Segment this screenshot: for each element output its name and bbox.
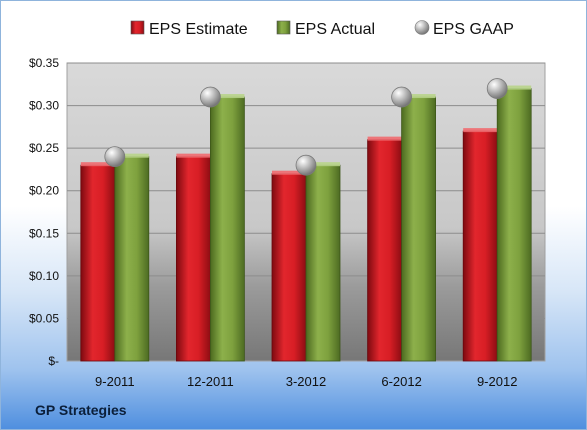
legend-label: EPS Actual: [295, 21, 375, 38]
bar-top-estimate: [272, 170, 306, 175]
bar-top-actual: [114, 153, 149, 158]
bar-top-estimate: [80, 162, 115, 167]
y-tick-label: $0.15: [29, 226, 59, 240]
bar-eps-estimate: [367, 139, 403, 362]
legend-marker: [414, 20, 430, 35]
legend-swatch: [130, 20, 145, 35]
legend-label: EPS Estimate: [149, 21, 248, 38]
company-label: GP Strategies: [35, 402, 127, 418]
y-tick-label: $0.35: [29, 56, 59, 70]
x-tick-label: 12-2011: [187, 374, 234, 389]
y-tick-label: $0.25: [29, 141, 59, 155]
marker-eps-gaap: [486, 78, 508, 99]
bar-top-actual: [306, 162, 340, 167]
y-tick-label: $0.05: [29, 311, 59, 325]
legend: EPS Estimate EPS Actual EPS GAAP: [130, 20, 514, 38]
bar-top-estimate: [176, 153, 211, 158]
legend-swatch: [276, 20, 291, 35]
bar-eps-actual: [209, 96, 245, 362]
x-tick-label: 3-2012: [286, 374, 326, 389]
bar-top-actual: [210, 94, 245, 99]
bar-top-actual: [401, 94, 436, 99]
bar-eps-estimate: [462, 130, 498, 362]
gaap-markers: [104, 78, 508, 176]
x-tick-label: 9-2012: [477, 374, 517, 389]
y-tick-label: $0.30: [29, 99, 59, 113]
bar-eps-estimate: [80, 164, 116, 362]
x-tick-label: 9-2011: [95, 374, 135, 389]
x-tick-label: 6-2012: [381, 374, 421, 389]
bar-eps-actual: [114, 156, 150, 362]
bars: [80, 85, 532, 362]
bar-eps-estimate: [271, 173, 307, 362]
bar-eps-actual: [401, 96, 437, 362]
bar-eps-actual: [496, 88, 532, 362]
y-tick-label: $-: [48, 354, 59, 368]
y-axis: $- $0.05 $0.10 $0.15 $0.20 $0.25 $0.30 $0.35: [29, 56, 59, 368]
x-axis: 9-2011 12-2011 3-2012 6-2012 9-2012: [95, 374, 517, 389]
bar-eps-estimate: [175, 156, 211, 362]
y-tick-label: $0.20: [29, 184, 59, 198]
bar-top-estimate: [367, 136, 402, 141]
bar-top-actual: [497, 85, 532, 90]
y-tick-label: $0.10: [29, 269, 59, 283]
marker-eps-gaap: [391, 86, 413, 108]
marker-eps-gaap: [199, 86, 221, 108]
bar-eps-actual: [305, 164, 341, 362]
marker-eps-gaap: [295, 154, 317, 176]
marker-eps-gaap: [104, 146, 126, 168]
bar-top-estimate: [463, 128, 498, 133]
legend-label: EPS GAAP: [433, 21, 514, 38]
